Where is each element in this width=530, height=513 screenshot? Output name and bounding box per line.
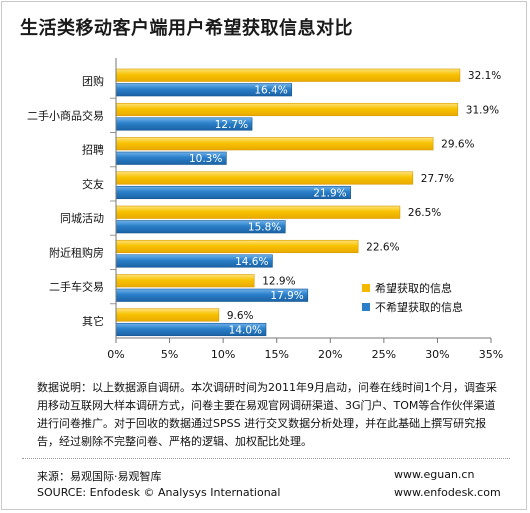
data-label: 29.6% xyxy=(441,139,474,151)
data-label: 32.1% xyxy=(468,70,501,82)
x-tick-label: 25% xyxy=(372,348,396,361)
category-label: 二手小商品交易 xyxy=(27,108,104,122)
data-label: 21.9% xyxy=(313,187,346,199)
category-label: 招聘 xyxy=(82,143,104,157)
bar-want xyxy=(115,274,255,288)
legend-swatch xyxy=(362,284,370,292)
source-en: SOURCE: Enfodesk © Analysys Internationa… xyxy=(37,486,281,499)
chart-title: 生活类移动客户端用户希望获取信息对比 xyxy=(20,18,353,39)
category-label: 其它 xyxy=(82,314,104,328)
data-label: 12.9% xyxy=(262,276,295,288)
bar-want xyxy=(115,205,401,219)
source-cn: 来源：易观国际·易观智库 xyxy=(37,470,162,483)
data-label: 22.6% xyxy=(366,241,399,253)
legend-swatch xyxy=(362,303,370,311)
x-tick-label: 30% xyxy=(425,348,449,361)
website-enfodesk: www.enfodesk.com xyxy=(394,486,501,499)
category-label: 附近租购房 xyxy=(49,245,104,259)
data-label: 17.9% xyxy=(270,290,303,302)
data-note: 数据说明：以上数据源自调研。本次调研时间为2011年9月启动，问卷在线时间1个月… xyxy=(37,381,497,448)
x-tick-label: 10% xyxy=(211,348,235,361)
bar-want xyxy=(115,171,414,185)
category-label: 同城活动 xyxy=(60,212,104,225)
x-tick-label: 15% xyxy=(264,348,288,361)
data-label: 27.7% xyxy=(421,173,454,185)
category-label: 团购 xyxy=(82,74,104,88)
website-eguan: www.eguan.cn xyxy=(394,468,475,481)
bar-want xyxy=(115,137,434,151)
footer-separator xyxy=(22,458,510,459)
legend-label: 不希望获取的信息 xyxy=(375,300,463,314)
bar-want xyxy=(115,239,359,254)
data-label: 26.5% xyxy=(408,207,441,219)
data-label: 10.3% xyxy=(189,153,222,165)
category-label: 二手车交易 xyxy=(49,280,104,294)
data-label: 14.0% xyxy=(229,324,262,336)
x-tick-label: 5% xyxy=(161,348,178,361)
x-tick-label: 0% xyxy=(107,348,124,361)
bar-want xyxy=(115,68,461,82)
legend-label: 希望获取的信息 xyxy=(375,281,452,295)
bar-want xyxy=(115,308,220,322)
data-label: 12.7% xyxy=(215,119,248,131)
x-tick-label: 20% xyxy=(318,348,342,361)
bar-chart: 团购 32.1% 16.4% 二手小商品交易 31.9% 12.7% 招聘 29.6% 10.3… xyxy=(27,58,503,361)
data-label: 9.6% xyxy=(227,310,254,322)
data-label: 14.6% xyxy=(235,256,268,268)
data-label: 15.8% xyxy=(248,222,281,234)
data-label: 31.9% xyxy=(466,104,499,116)
data-label: 16.4% xyxy=(254,85,287,97)
bar-want xyxy=(115,102,459,117)
category-label: 交友 xyxy=(82,177,104,191)
x-tick-label: 35% xyxy=(479,348,503,361)
